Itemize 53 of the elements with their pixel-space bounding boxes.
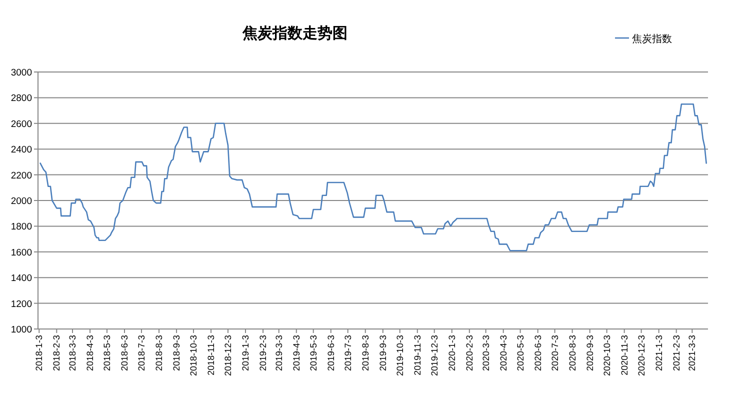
x-tick-label: 2020-10-3 [602,335,612,376]
x-tick-label: 2020-8-3 [567,335,578,372]
x-tick-label: 2020-1-3 [446,335,457,372]
y-tick-label: 1000 [10,324,32,336]
x-tick-label: 2020-2-3 [464,335,474,372]
x-tick-label: 2018-12-3 [222,335,233,376]
x-tick-label: 2019-12-3 [429,335,440,376]
x-tick-label: 2018-7-3 [136,335,146,372]
x-tick-label: 2020-7-3 [550,335,560,372]
x-tick-label: 2019-7-3 [342,335,353,372]
x-tick-label: 2018-1-3 [34,335,44,372]
y-tick-label: 3000 [10,68,32,78]
x-tick-label: 2018-4-3 [85,335,96,372]
x-tick-label: 2021-3-3 [687,335,698,372]
legend-label: 焦炭指数 [632,33,672,45]
x-tick-label: 2021-1-3 [654,335,664,372]
y-tick-label: 2000 [10,196,32,207]
y-tick-label: 1600 [10,247,32,258]
x-tick-label: 2019-10-3 [394,335,405,376]
x-tick-label: 2020-11-3 [619,335,630,376]
x-tick-label: 2020-9-3 [584,335,595,372]
y-tick-label: 2800 [10,93,32,104]
x-tick-label: 2018-3-3 [67,335,78,372]
x-tick-label: 2018-10-3 [188,335,198,376]
x-tick-label: 2018-8-3 [154,335,164,372]
x-tick-label: 2018-6-3 [120,335,130,372]
x-tick-label: 2019-4-3 [291,335,302,372]
x-tick-label: 2019-9-3 [378,335,388,372]
y-tick-label: 2200 [10,170,32,182]
x-tick-label: 2020-3-3 [480,335,491,372]
x-tick-label: 2019-2-3 [258,335,268,372]
x-tick-label: 2020-4-3 [498,335,508,372]
x-tick-label: 2018-2-3 [52,335,62,372]
x-tick-label: 2019-3-3 [274,335,284,372]
x-tick-label: 2020-5-3 [515,335,526,372]
x-tick-label: 2019-5-3 [308,335,318,372]
x-tick-label: 2021-2-3 [671,335,682,372]
x-tick-label: 2018-5-3 [102,335,112,372]
y-tick-label: 1200 [10,298,32,310]
chart-title: 焦炭指数走势图 [242,25,348,42]
x-tick-label: 2020-12-3 [636,335,646,376]
x-tick-label: 2018-9-3 [172,335,182,372]
y-tick-label: 1800 [10,222,32,233]
x-tick-label: 2018-11-3 [206,335,216,376]
legend: 焦炭指数 [615,34,672,45]
x-tick-label: 2019-11-3 [412,335,422,376]
x-tick-label: 2020-6-3 [532,335,543,372]
x-tick-label: 2019-6-3 [326,335,336,372]
y-tick-label: 1400 [10,273,32,284]
y-tick-label: 2600 [10,118,32,130]
y-tick-label: 2400 [10,144,32,156]
x-tick-label: 2019-8-3 [360,335,370,372]
x-tick-label: 2019-1-3 [240,335,250,372]
